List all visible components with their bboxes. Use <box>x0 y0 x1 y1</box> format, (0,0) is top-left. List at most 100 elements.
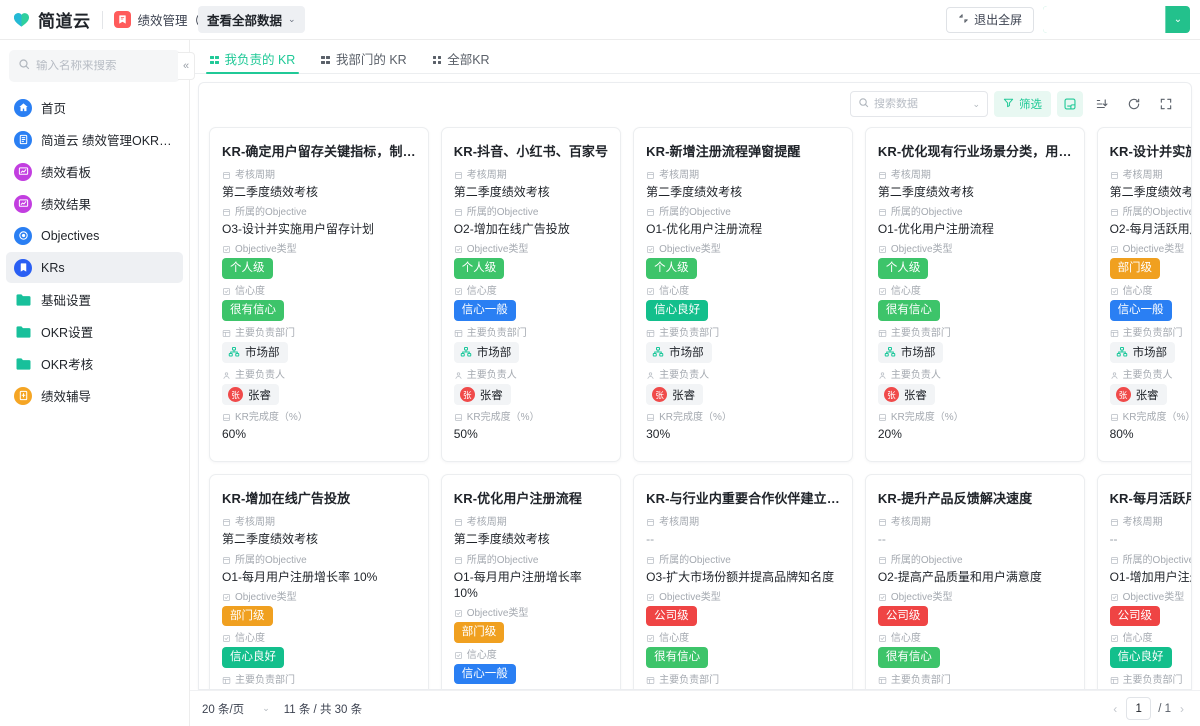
objective-label: 所属的Objective <box>222 555 416 566</box>
sidebar-item-label: 简道云 绩效管理OKR「必看说… <box>41 134 175 148</box>
confidence-field: 信心度 信心一般 <box>453 286 608 321</box>
objective-value: O1-每月用户注册增长率 10% <box>222 569 378 584</box>
chevron-down-icon: ⌄ <box>262 703 270 713</box>
target-icon <box>14 226 32 245</box>
objective-type-field: Objective类型 个人级 <box>646 244 840 280</box>
sidebar-item-10[interactable]: 绩效辅导 <box>6 380 183 411</box>
pagination-footer: 20 条/页 ⌄ 11 条 / 共 30 条 ‹ 1 / 1 › <box>190 690 1200 726</box>
sidebar-collapse-button[interactable]: « <box>178 52 195 80</box>
kr-card-title: KR-增加在线广告投放 <box>222 491 351 507</box>
sidebar-item-label: 基础设置 <box>41 294 92 308</box>
sidebar-item-4[interactable]: 绩效结果 <box>6 188 183 219</box>
objective-icon <box>646 208 655 217</box>
kr-card[interactable]: KR-新增注册流程弹窗提醒 考核周期 第二季度绩效考核 所属的Objective O1-… <box>633 127 853 463</box>
confidence-field: 信心度 很有信心 <box>646 633 840 669</box>
folder-icon <box>14 355 32 373</box>
refresh-icon[interactable] <box>1121 91 1147 117</box>
org-chart-icon <box>460 346 472 358</box>
objective-icon <box>1110 208 1119 217</box>
kr-card[interactable]: KR-优化现有行业场景分类，用… 考核周期 第二季度绩效考核 所属的Objective… <box>864 127 1085 463</box>
kr-card[interactable]: KR-与行业内重要合作伙伴建立… 考核周期 -- 所属的Objective O3-扩大市… <box>633 474 853 689</box>
sidebar-item-3[interactable]: 绩效看板 <box>6 156 183 187</box>
kr-card-title: KR-设计并实施用户留存计划 <box>1109 144 1191 159</box>
exit-fullscreen-button[interactable]: 退出全屏 <box>946 6 1035 33</box>
sidebar-item-7[interactable]: 基础设置 <box>6 284 183 315</box>
board-view-icon[interactable] <box>1057 91 1083 117</box>
sidebar-item-8[interactable]: OKR设置 <box>6 316 183 347</box>
progress-field: KR完成度（%） 60% <box>222 412 416 442</box>
objective-icon <box>454 556 463 565</box>
owner-icon <box>646 371 655 380</box>
department-field: 主要负责部门市场部 <box>222 328 416 364</box>
period-value: 第二季度绩效考核 <box>453 185 550 199</box>
data-toolbar: ⌄ 筛选 <box>199 83 1191 125</box>
kr-card[interactable]: KR-抖音、小红书、百家号 考核周期 第二季度绩效考核 所属的Objective O2-… <box>440 127 622 463</box>
kr-card[interactable]: KR-增加在线广告投放 考核周期 第二季度绩效考核 所属的Objective O1-每月… <box>209 474 429 689</box>
period-icon <box>1110 171 1119 180</box>
dashboard-icon <box>14 194 32 213</box>
chevron-down-icon[interactable]: ⌄ <box>972 98 980 109</box>
sort-icon[interactable] <box>1089 91 1115 117</box>
objective-type-icon <box>878 593 887 602</box>
owner-icon <box>222 371 231 380</box>
kr-card-title: KR-提升产品反馈解决速度 <box>877 491 1033 507</box>
tab-2[interactable]: 我部门的 KR <box>309 53 418 74</box>
objective-field: 所属的Objective O3-设计并实施用户留存计划 <box>222 207 416 237</box>
period-field: 考核周期第二季度绩效考核 <box>454 170 608 200</box>
data-search[interactable]: ⌄ <box>850 91 988 117</box>
objective-type-icon <box>1110 593 1119 602</box>
sidebar-item-5[interactable]: Objectives <box>6 220 183 251</box>
next-page-button[interactable]: › <box>1180 701 1184 716</box>
kr-card[interactable]: KR-优化用户注册流程 考核周期 第二季度绩效考核 所属的Objective O1-每月… <box>440 474 622 689</box>
dashboard-icon <box>14 162 32 181</box>
confidence-badge: 信心一般 <box>453 300 516 321</box>
objective-field: 所属的Objective O2-每月活跃用户数增长20% <box>1110 207 1191 237</box>
owner-field: 主要负责人张张睿 <box>1109 370 1191 406</box>
objective-label: 所属的Objective <box>878 555 1072 566</box>
confidence-label: 信心度 <box>646 633 840 644</box>
view-selector[interactable]: 查看全部数据 ⌄ <box>198 6 305 33</box>
department-label: 主要负责部门 <box>878 675 1072 686</box>
period-value: 第二季度绩效考核 <box>646 185 743 199</box>
install-template-button[interactable]: 安装模板(带数据) ⌄ <box>1043 6 1190 33</box>
kr-card[interactable]: KR-设计并实施用户留存计划考核周期第二季度绩效考核所属的Objective O2… <box>1096 127 1191 463</box>
department-chip: 市场部 <box>646 341 712 363</box>
period-label: 考核周期 <box>646 170 840 181</box>
kr-card[interactable]: KR-确定用户留存关键指标，制… 考核周期 第二季度绩效考核 所属的Objective… <box>209 127 429 463</box>
period-value: -- <box>877 532 886 547</box>
chevron-down-icon[interactable]: ⌄ <box>1173 14 1183 25</box>
confidence-icon <box>646 634 655 643</box>
cards-scroll-area[interactable]: KR-确定用户留存关键指标，制… 考核周期 第二季度绩效考核 所属的Objective… <box>199 125 1191 689</box>
period-icon <box>222 518 231 527</box>
sidebar-item-6[interactable]: KRs <box>6 252 183 283</box>
department-label: 主要负责部门 <box>222 328 416 339</box>
kr-card[interactable]: KR-提升产品反馈解决速度 考核周期 -- 所属的Objective O2-提高产品质量… <box>864 474 1085 689</box>
objective-field: 所属的Objective O1-优化用户注册流程 <box>878 207 1072 237</box>
brand-logo[interactable]: 简道云 <box>12 7 91 32</box>
department-chip: 市场部 <box>1109 341 1176 363</box>
sidebar-item-2[interactable]: 简道云 绩效管理OKR「必看说… <box>6 124 183 155</box>
sidebar-item-1[interactable]: 首页 <box>6 92 183 123</box>
department-icon <box>1110 676 1119 685</box>
sidebar-item-9[interactable]: OKR考核 <box>6 348 183 379</box>
tab-3[interactable]: 全部KR <box>421 53 502 74</box>
confidence-icon <box>454 651 463 660</box>
fullscreen-icon[interactable] <box>1153 91 1179 117</box>
filter-button[interactable]: 筛选 <box>994 91 1051 117</box>
objective-icon <box>878 208 887 217</box>
owner-chip: 张张睿 <box>877 384 935 406</box>
progress-label: KR完成度（%） <box>878 412 1072 423</box>
sidebar-search-input[interactable] <box>36 60 171 72</box>
data-search-input[interactable] <box>874 98 968 110</box>
owner-field: 主要负责人张张睿 <box>646 370 840 406</box>
confidence-field: 信心度 信心良好 <box>646 286 840 321</box>
prev-page-button[interactable]: ‹ <box>1113 701 1118 716</box>
avatar: 张 <box>459 387 475 403</box>
kr-card[interactable]: KR-每月活跃用户数量增长20% 考核周期 -- 所属的Objective O1-增加用… <box>1096 474 1191 689</box>
page-size-select[interactable]: 20 条/页 ⌄ <box>202 701 270 717</box>
tab-1[interactable]: 我负责的 KR <box>198 53 307 74</box>
period-field: 考核周期 -- <box>1110 517 1191 547</box>
current-page-input[interactable]: 1 <box>1126 697 1152 720</box>
sidebar-search[interactable]: « <box>9 50 195 82</box>
